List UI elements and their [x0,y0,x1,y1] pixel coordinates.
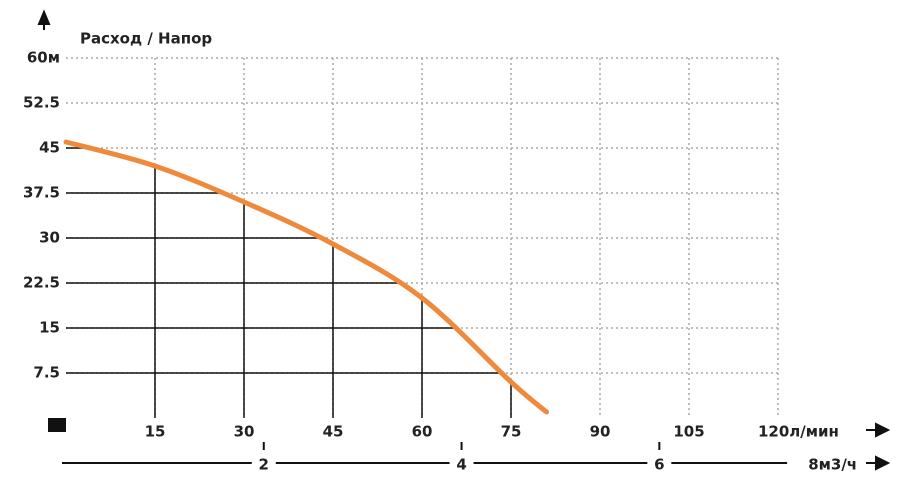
x-tick-label: 105 [673,423,704,441]
x2-label-bg [251,452,276,474]
x2-label-bg [647,452,672,474]
y-axis-arrow [37,9,51,30]
y-tick-label: 45 [39,139,60,157]
x2-tick-label: 4 [456,456,466,474]
x-tick-label: 45 [323,423,344,441]
y-tick-label: 30 [39,229,60,247]
y-tick-label: 7.5 [33,364,60,382]
y-tick-label: 37.5 [23,184,60,202]
x2-label-bg [449,452,474,474]
x-axis-arrow [866,422,891,438]
y-tick-label: 52.5 [23,94,60,112]
chart-title: Расход / Напор [80,30,212,48]
x-tick-label: 120л/мин [758,423,839,441]
y-tick-label: 60м [27,49,60,67]
y-tick-label: 15 [39,319,60,337]
x2-tick-label: 6 [654,456,664,474]
x-tick-label: 90 [590,423,611,441]
x2-tick-label: 2 [259,456,269,474]
x2-tick-label: 8м3/ч [808,456,857,474]
curve [63,139,550,415]
y-tick-label: 22.5 [23,274,60,292]
origin-marker [48,418,66,432]
x-tick-label: 30 [234,423,255,441]
x-tick-label: 75 [501,423,522,441]
x-tick-label: 60 [412,423,433,441]
x2-axis-arrow [866,455,891,471]
x2-label-bg [787,452,860,474]
x-tick-label: 15 [145,423,166,441]
